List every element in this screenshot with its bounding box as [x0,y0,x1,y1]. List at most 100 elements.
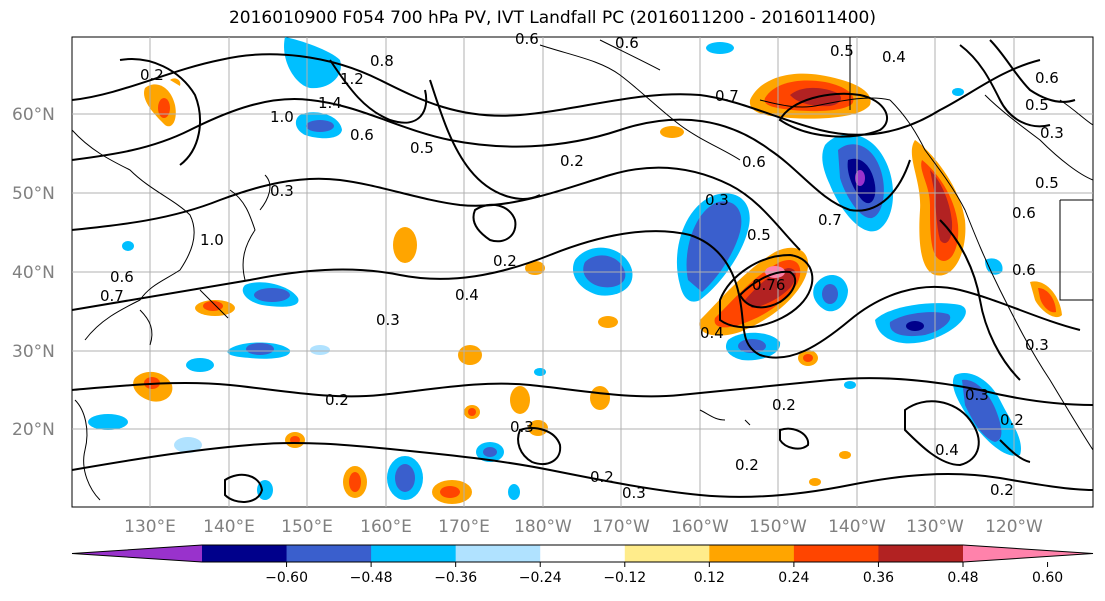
cold-anomaly-12n-160e-inner [395,464,415,492]
colorbar-tick-label: −0.48 [350,570,393,586]
contour-labels: 0.6 0.6 0.5 0.4 1.2 0.8 1.4 1.0 0.6 0.5 … [100,30,1064,502]
warm-anomaly-coast-core [930,170,953,244]
colorbar-extend-low [72,545,202,562]
lon-label: 120°W [985,517,1043,537]
longitude-labels: 130°E 140°E 150°E 160°E 170°E 180°W 170°… [124,517,1043,537]
contour-label: 0.6 [1012,204,1036,222]
contour-label: 0.5 [830,42,854,60]
cold-anomaly-southeast-inner [962,379,1002,442]
warm-anomaly-center-core [745,268,796,308]
cold-anomaly-east-30n-core [906,321,924,331]
lat-label: 20°N [12,420,55,440]
colorbar-swatch [709,545,795,562]
colorbar-tick-label: 0.60 [1032,570,1063,586]
cold-anomaly-north-east [952,88,964,96]
contour-label: 0.5 [1035,174,1059,192]
contour-label: 0.2 [325,391,349,409]
cold-anomaly-30n-175w [534,368,546,376]
pv-contours [72,39,1093,503]
colorbar-tick-label: −0.12 [603,570,646,586]
contour-label: 0.7 [100,287,124,305]
cold-anomaly-32n-inner [246,343,274,355]
colorbar-tick-label: 0.36 [863,570,894,586]
warm-anomaly-15n-140w [839,451,851,459]
contour-label: 0.4 [700,324,724,342]
cold-anomaly-35n-150w-inner [738,339,766,353]
contour-label: 0.3 [376,311,400,329]
cold-anomaly-okhotsk-inner [306,120,334,132]
colorbar-tick-label: 0.12 [694,570,725,586]
contour-label: 1.2 [340,70,364,88]
warm-anomaly-12n-165e-inner [440,486,460,498]
contour-label: 0.4 [882,48,906,66]
contour-label: 0.7 [715,87,739,105]
contour-label: 0.3 [270,182,294,200]
cold-anomaly-18n-170e-inner [483,447,497,457]
contour-label: 0.6 [742,153,766,171]
warm-anomaly-20n-165e-inner [468,408,476,416]
lat-label: 40°N [12,263,55,283]
cold-anomaly-30n-155e [310,345,330,355]
lon-label: 160°W [671,517,729,537]
colorbar-tick-label: 0.48 [947,570,978,586]
lat-label: 60°N [12,105,55,125]
map-title: 2016010900 F054 700 hPa PV, IVT Landfall… [228,8,876,28]
warm-anomaly-north-strip [660,126,684,138]
contour-label: 0.5 [747,226,771,244]
contour-label: 0.2 [590,468,614,486]
contour-label: 1.0 [200,231,224,249]
cold-anomaly-dateline-inner [583,255,626,288]
colorbar-swatch [624,545,710,562]
contour-label: 0.6 [350,126,374,144]
cold-anomaly-japan-inner [254,288,290,302]
contour-label: 0.4 [935,441,959,459]
contour-label: 0.5 [1025,96,1049,114]
contour-label: 0.3 [1040,124,1064,142]
contour-label: 0.6 [1012,261,1036,279]
contour-label: 0.7 [818,211,842,229]
colorbar-tick-label: 0.24 [778,570,809,586]
contour-label: 0.2 [1000,411,1024,429]
contour-label: 0.76 [752,276,785,294]
cold-anomaly-12n-178w [508,484,520,500]
colorbar-outline [71,544,1094,563]
cold-anomaly-coast-40n [985,258,1003,275]
cold-anomaly-20n-140w [844,381,856,389]
contour-label: 0.4 [455,286,479,304]
lon-label: 150°E [281,517,333,537]
contour-label: 0.2 [140,66,164,84]
warm-anomaly-west-coast-inner [1038,288,1056,313]
lon-label: 140°W [828,517,886,537]
colorbar-swatch [202,545,288,562]
lon-label: 160°E [360,517,412,537]
contour-label: 0.2 [772,396,796,414]
cold-anomaly-north-strip [706,42,734,54]
lon-label: 130°W [906,517,964,537]
contour-label: 0.6 [515,30,539,48]
contour-label: 0.8 [370,52,394,70]
contour-label: 0.6 [615,34,639,52]
latitude-labels: 60°N 50°N 40°N 30°N 20°N [12,105,55,440]
contour-label: 0.2 [990,481,1014,499]
warm-anomaly-kamchatka-inner [158,98,170,118]
colorbar-swatch [455,545,541,562]
warm-anomaly-33n-170w [598,316,618,328]
contour-label: 1.4 [318,94,342,112]
colorbar-swatch [878,545,964,562]
colorbar: −0.60 −0.48 −0.36 −0.24 −0.12 0.12 0.24 0.36 0.4… [71,544,1094,586]
cold-anomaly-25n-150e [186,358,214,372]
cold-anomaly-18n-140e [174,437,202,453]
lat-label: 50°N [12,184,55,204]
contour-label: 0.2 [560,152,584,170]
contour-label: 0.3 [965,386,989,404]
warm-anomaly-25n-170w [590,386,610,410]
warm-anomaly-45n-160e [393,227,417,263]
contour-label: 0.5 [410,139,434,157]
colorbar-extend-high [963,545,1093,562]
lon-label: 180°W [514,517,572,537]
lon-label: 170°W [592,517,650,537]
cold-anomaly-40n-140w-inner [822,284,838,304]
contour-label: 0.6 [110,268,134,286]
lon-label: 170°E [438,517,490,537]
lat-label: 30°N [12,342,55,362]
